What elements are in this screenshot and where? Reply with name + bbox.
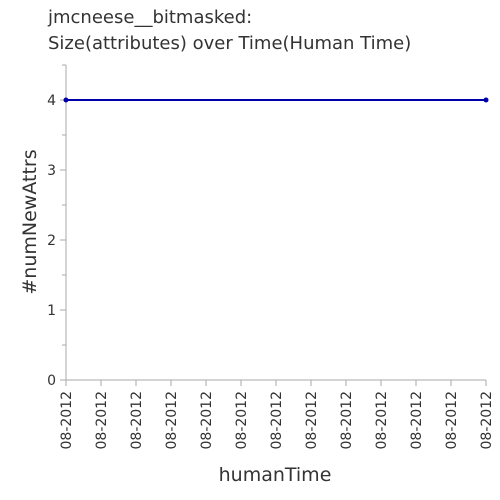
y-tick-label: 3 bbox=[47, 163, 56, 179]
x-tick-label: 08-2012 bbox=[269, 391, 285, 450]
x-tick-label: 08-2012 bbox=[444, 391, 460, 450]
x-tick-label: 08-2012 bbox=[199, 391, 215, 450]
x-tick-label: 08-2012 bbox=[164, 391, 180, 450]
x-tick-label: 08-2012 bbox=[129, 391, 145, 450]
data-point bbox=[63, 97, 69, 103]
x-tick-label: 08-2012 bbox=[409, 391, 425, 450]
x-tick-label: 08-2012 bbox=[374, 391, 390, 450]
x-axis-label: humanTime bbox=[219, 464, 332, 486]
x-tick-label: 08-2012 bbox=[234, 391, 250, 450]
y-tick-label: 2 bbox=[47, 233, 56, 249]
series-layer bbox=[63, 97, 489, 103]
x-tick-label: 08-2012 bbox=[59, 391, 75, 450]
y-axis-label: #numNewAttrs bbox=[19, 149, 41, 294]
chart-title-line-2: Size(attributes) over Time(Human Time) bbox=[48, 33, 412, 54]
y-axis-ticks: 0 1 2 3 4 bbox=[47, 64, 66, 389]
chart-title-line-1: jmcneese__bitmasked: bbox=[48, 7, 253, 28]
x-tick-label: 08-2012 bbox=[304, 391, 320, 450]
data-point bbox=[483, 97, 489, 103]
x-tick-label: 08-2012 bbox=[339, 391, 355, 450]
y-tick-label: 1 bbox=[47, 303, 56, 319]
chart-axes bbox=[65, 65, 486, 381]
y-tick-label: 4 bbox=[47, 93, 56, 109]
x-tick-label: 08-2012 bbox=[479, 391, 495, 450]
y-tick-label: 0 bbox=[47, 373, 56, 389]
x-tick-label: 08-2012 bbox=[94, 391, 110, 450]
x-axis-ticks: 08-2012 08-2012 08-2012 08-2012 08-2012 08-20… bbox=[59, 380, 495, 450]
